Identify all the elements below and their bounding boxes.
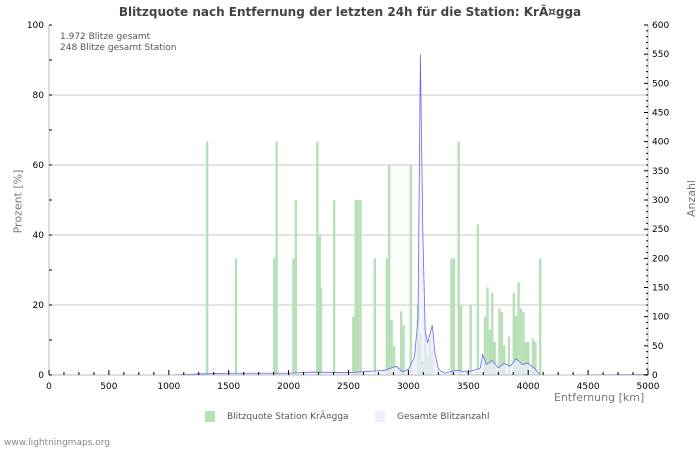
station-rate-bars — [205, 141, 542, 375]
legend-station-label: Blitzquote Station KrÃ¤gga — [227, 411, 349, 422]
svg-text:0: 0 — [652, 371, 658, 381]
chart-title: Blitzquote nach Entfernung der letzten 2… — [118, 5, 582, 19]
svg-text:500: 500 — [100, 382, 117, 392]
svg-text:20: 20 — [33, 301, 45, 311]
legend-station-swatch — [205, 411, 215, 422]
legend-total-swatch — [375, 411, 385, 422]
legend-station: Blitzquote Station KrÃ¤gga — [205, 411, 349, 422]
svg-text:100: 100 — [27, 21, 44, 31]
svg-text:150: 150 — [652, 284, 669, 294]
footer-link[interactable]: www.lightningmaps.org — [4, 438, 110, 448]
svg-text:400: 400 — [652, 138, 669, 148]
left-axis-title: Prozent [%] — [11, 169, 25, 234]
svg-text:0: 0 — [46, 382, 52, 392]
svg-text:50: 50 — [652, 342, 664, 352]
svg-text:450: 450 — [652, 109, 669, 119]
legend-total: Gesamte Blitzanzahl — [375, 411, 490, 422]
x-axis-title: Entfernung [km] — [554, 391, 645, 404]
svg-text:80: 80 — [33, 91, 45, 101]
legend-total-label: Gesamte Blitzanzahl — [397, 411, 490, 422]
svg-text:500: 500 — [652, 79, 669, 89]
axes: 0204060801000501001502002503003504004505… — [27, 21, 670, 392]
svg-text:60: 60 — [33, 161, 45, 171]
svg-text:1500: 1500 — [217, 382, 240, 392]
svg-text:600: 600 — [652, 21, 669, 31]
svg-text:250: 250 — [652, 225, 669, 235]
svg-text:550: 550 — [652, 50, 669, 60]
svg-text:2500: 2500 — [337, 382, 360, 392]
svg-text:100: 100 — [652, 313, 669, 323]
total-count-area — [49, 54, 649, 376]
svg-text:3500: 3500 — [457, 382, 480, 392]
svg-text:3000: 3000 — [397, 382, 420, 392]
total-strikes-info: 1.972 Blitze gesamt — [60, 32, 151, 42]
svg-text:4500: 4500 — [577, 382, 600, 392]
svg-text:2000: 2000 — [277, 382, 300, 392]
svg-text:300: 300 — [652, 196, 669, 206]
right-axis-title: Anzahl — [685, 179, 699, 218]
station-strikes-info: 248 Blitze gesamt Station — [60, 43, 177, 53]
svg-text:1000: 1000 — [157, 382, 180, 392]
svg-text:350: 350 — [652, 167, 669, 177]
svg-text:5000: 5000 — [637, 382, 660, 392]
svg-text:0: 0 — [38, 371, 44, 381]
svg-text:200: 200 — [652, 254, 669, 264]
svg-text:4000: 4000 — [517, 382, 540, 392]
svg-text:40: 40 — [33, 231, 45, 241]
grid-lines — [49, 94, 648, 306]
